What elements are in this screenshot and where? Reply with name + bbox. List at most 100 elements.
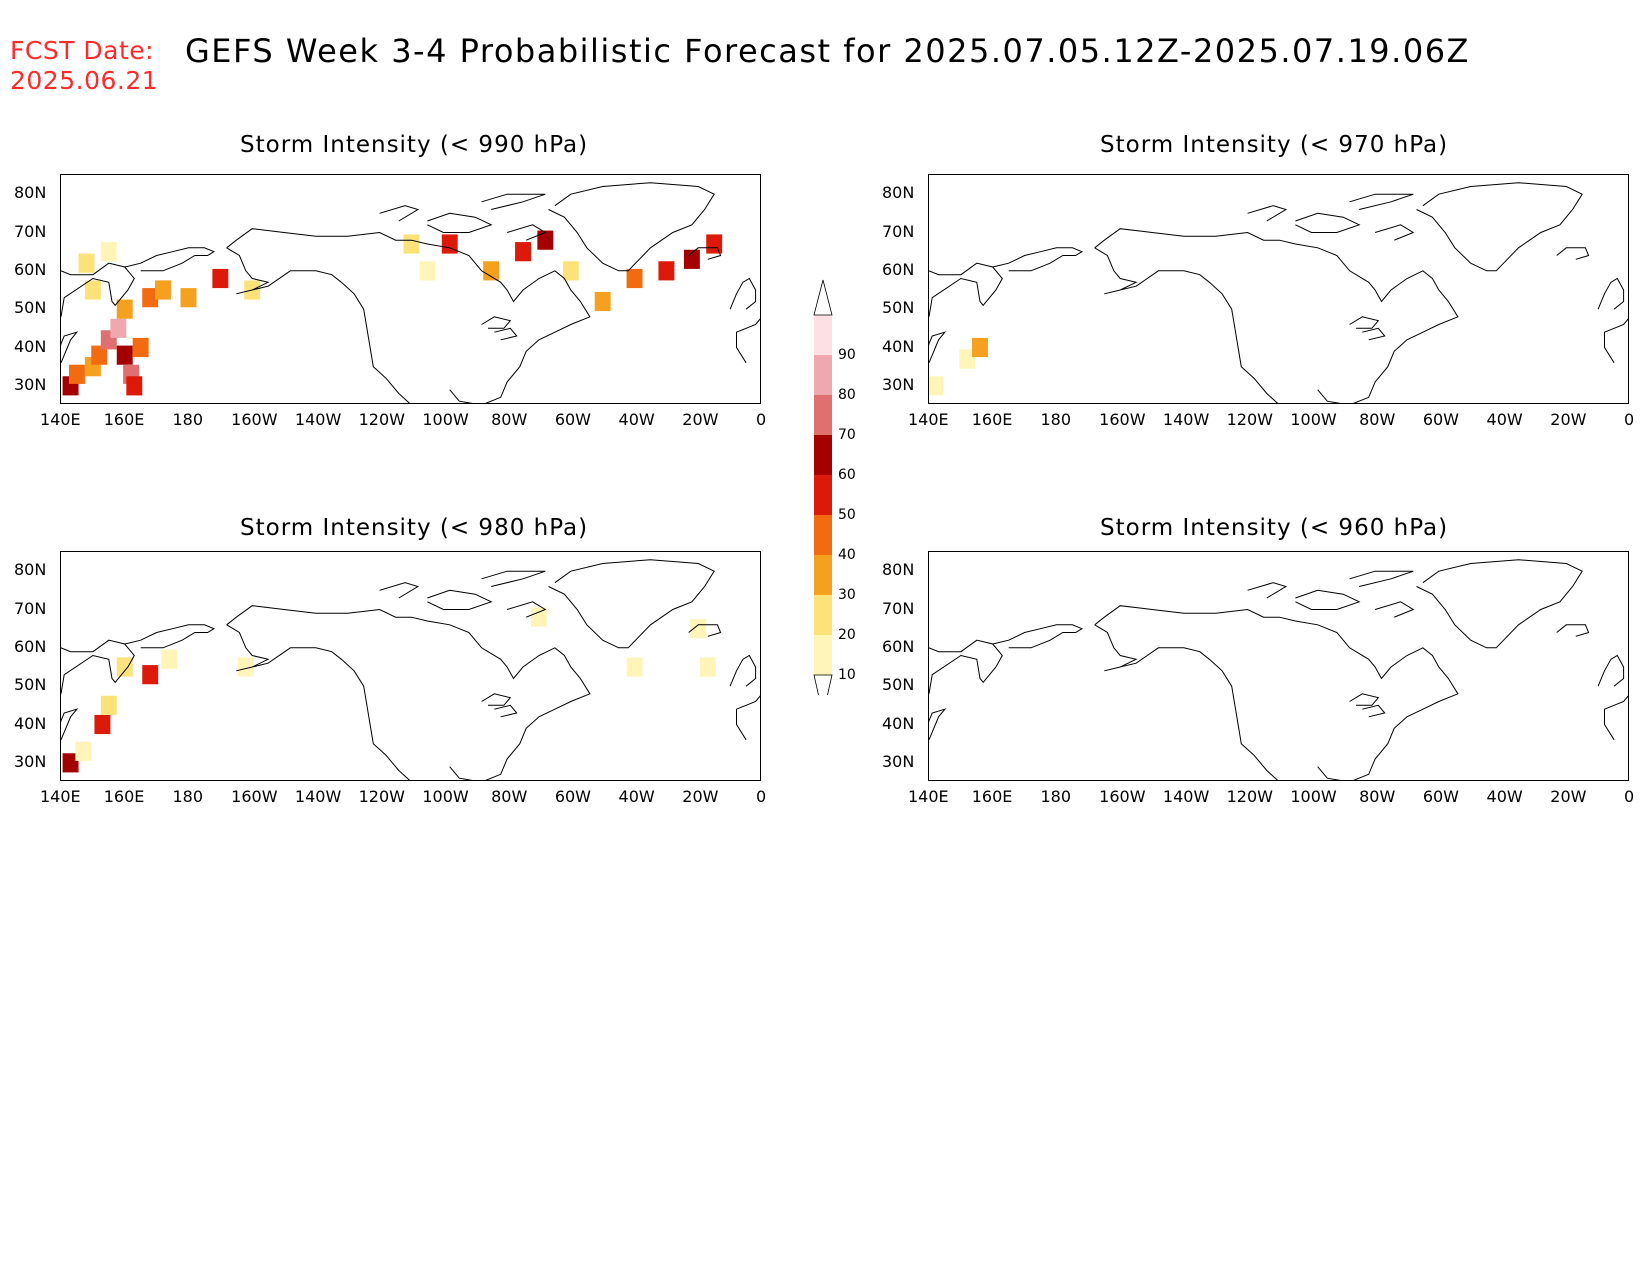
legend-swatch bbox=[814, 355, 832, 395]
coastline bbox=[506, 224, 547, 241]
coastline bbox=[481, 693, 512, 706]
lon-tick-label: 0 bbox=[756, 410, 767, 429]
lon-tick-label: 160W bbox=[231, 410, 278, 429]
lon-tick-label: 0 bbox=[756, 787, 767, 806]
probability-cell bbox=[626, 268, 643, 289]
lon-tick-label: 140E bbox=[908, 410, 949, 429]
probability-cell bbox=[690, 619, 707, 639]
probability-cell bbox=[699, 657, 716, 677]
lat-tick-label: 60N bbox=[882, 259, 915, 279]
coastline bbox=[1094, 624, 1279, 780]
lat-tick-label: 30N bbox=[14, 751, 47, 771]
lon-tick-label: 160E bbox=[971, 787, 1013, 806]
panel-title-990: Storm Intensity (< 990 hPa) bbox=[240, 132, 589, 158]
coastline bbox=[1374, 601, 1415, 618]
legend-swatch bbox=[814, 515, 832, 555]
probability-cell bbox=[419, 261, 436, 281]
lon-tick-label: 40W bbox=[1486, 410, 1523, 429]
map-svg bbox=[929, 559, 1628, 780]
coastline bbox=[61, 262, 135, 317]
coastline bbox=[379, 205, 420, 222]
legend-swatch bbox=[814, 435, 832, 475]
probability-cell bbox=[706, 234, 723, 254]
lon-tick-label: 120W bbox=[1226, 787, 1273, 806]
lat-tick-label: 70N bbox=[14, 221, 47, 241]
coastline bbox=[379, 582, 420, 599]
coastline bbox=[929, 708, 947, 740]
legend-level-label: 50 bbox=[838, 507, 856, 523]
coastline bbox=[1349, 316, 1380, 329]
coastline bbox=[688, 247, 722, 260]
coastline bbox=[61, 331, 79, 363]
probability-cell bbox=[116, 345, 133, 365]
probability-cell bbox=[75, 741, 92, 761]
lon-tick-label: 180 bbox=[1040, 410, 1071, 429]
lat-tick-label: 80N bbox=[882, 183, 915, 203]
lon-tick-label: 180 bbox=[1040, 787, 1071, 806]
coastline bbox=[481, 570, 546, 587]
probability-cell bbox=[237, 657, 254, 677]
probability-cell bbox=[212, 268, 229, 289]
probability-cell bbox=[91, 345, 108, 365]
coastline bbox=[1604, 318, 1628, 364]
lon-tick-label: 160E bbox=[103, 410, 145, 429]
probability-cell bbox=[116, 299, 133, 319]
coastline bbox=[1362, 704, 1386, 718]
lat-tick-label: 60N bbox=[14, 636, 47, 656]
probability-cell bbox=[110, 318, 127, 338]
coastline bbox=[1094, 247, 1279, 403]
coastline bbox=[427, 212, 493, 233]
lon-tick-label: 120W bbox=[358, 787, 405, 806]
coastline bbox=[736, 695, 760, 741]
legend-level-label: 20 bbox=[838, 627, 856, 643]
coastline bbox=[929, 639, 1003, 694]
lat-tick-label: 40N bbox=[14, 336, 47, 356]
probability-cell bbox=[62, 753, 79, 773]
coastline bbox=[1349, 570, 1414, 587]
coastline bbox=[1349, 693, 1380, 706]
lon-tick-label: 100W bbox=[422, 787, 469, 806]
probability-cell bbox=[683, 249, 700, 269]
lat-tick-label: 50N bbox=[882, 675, 915, 695]
legend-level-label: 90 bbox=[838, 347, 856, 363]
fcst-date-block: FCST Date: 2025.06.21 bbox=[10, 36, 158, 96]
coastline bbox=[1416, 182, 1583, 272]
coastline bbox=[1094, 228, 1459, 403]
probability-cell bbox=[959, 349, 976, 369]
lon-tick-label: 20W bbox=[682, 410, 719, 429]
coastline bbox=[992, 247, 1084, 272]
lat-tick-label: 30N bbox=[882, 751, 915, 771]
lon-tick-label: 140E bbox=[40, 410, 81, 429]
lon-tick-label: 160E bbox=[971, 410, 1013, 429]
map-svg bbox=[61, 182, 760, 403]
coastline bbox=[226, 228, 591, 403]
coastline bbox=[61, 639, 135, 694]
coastline bbox=[1374, 224, 1415, 241]
coastline bbox=[124, 247, 216, 272]
lon-tick-label: 60W bbox=[1422, 787, 1459, 806]
lat-tick-label: 50N bbox=[14, 298, 47, 318]
legend-swatch bbox=[814, 395, 832, 435]
probability-cell bbox=[441, 234, 458, 254]
lon-tick-label: 140W bbox=[1162, 410, 1210, 429]
lon-tick-label: 140E bbox=[908, 787, 949, 806]
map-panel-990 bbox=[60, 174, 761, 404]
lon-tick-label: 160E bbox=[103, 787, 145, 806]
probability-cell bbox=[154, 280, 171, 300]
lat-tick-label: 60N bbox=[882, 636, 915, 656]
panel-title-960: Storm Intensity (< 960 hPa) bbox=[1100, 515, 1449, 541]
coastline bbox=[736, 318, 760, 364]
probability-cell bbox=[100, 695, 117, 715]
probability-cell bbox=[530, 607, 547, 627]
coastline bbox=[1597, 277, 1625, 310]
lon-tick-label: 140W bbox=[294, 410, 342, 429]
probability-cell bbox=[78, 253, 95, 273]
coastline bbox=[1349, 193, 1414, 210]
coastline bbox=[1295, 589, 1361, 610]
color-legend bbox=[813, 279, 833, 695]
probability-cell bbox=[929, 376, 944, 396]
legend-level-label: 60 bbox=[838, 467, 856, 483]
lon-tick-label: 80W bbox=[1359, 787, 1396, 806]
lat-tick-label: 80N bbox=[14, 183, 47, 203]
lon-tick-label: 40W bbox=[618, 787, 655, 806]
